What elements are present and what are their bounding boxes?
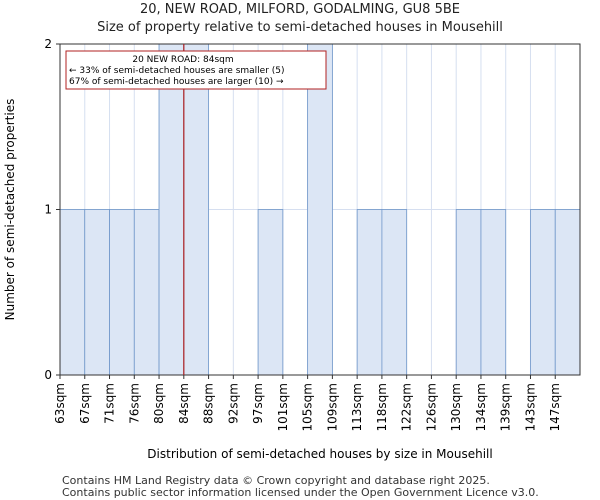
- bar-97sqm: [257, 209, 284, 376]
- annotation-box-frame: [65, 50, 327, 90]
- bar-84sqm: [183, 43, 209, 376]
- y-tick-label: 1: [44, 203, 52, 217]
- x-tick-label: 126sqm: [424, 383, 438, 431]
- x-tick-label: 109sqm: [325, 383, 339, 431]
- x-tick-label: 67sqm: [78, 383, 92, 424]
- x-ticks: 63sqm 67sqm 71sqm 76sqm 80sqm 84sqm 88sqm 92sqm…: [53, 375, 562, 431]
- x-tick-label: 63sqm: [53, 383, 67, 424]
- bar-143sqm: [530, 209, 556, 376]
- chart-subtitle: Size of property relative to semi-detach…: [97, 20, 503, 35]
- bar-76sqm: [133, 209, 160, 376]
- footer-licence: Contains public sector information licen…: [62, 486, 539, 499]
- annotation-line-3: 67% of semi-detached houses are larger (…: [69, 77, 284, 87]
- bar-67sqm: [84, 209, 110, 376]
- x-tick-label: 80sqm: [152, 383, 166, 424]
- x-tick-label: 97sqm: [251, 383, 265, 424]
- bar-134sqm: [480, 209, 507, 376]
- x-tick-label: 71sqm: [103, 383, 117, 424]
- x-tick-label: 92sqm: [226, 383, 240, 424]
- x-tick-label: 122sqm: [400, 383, 414, 431]
- x-axis-label: Distribution of semi-detached houses by …: [147, 447, 492, 461]
- y-tick-label: 0: [44, 368, 52, 382]
- x-tick-label: 147sqm: [548, 383, 562, 431]
- y-tick-label: 2: [44, 37, 52, 51]
- y-axis-label: Number of semi-detached properties: [3, 99, 17, 321]
- annotation-box: 20 NEW ROAD: 84sqm ← 33% of semi-detache…: [65, 50, 327, 90]
- x-tick-label: 88sqm: [202, 383, 216, 424]
- x-tick-label: 118sqm: [375, 383, 389, 431]
- x-tick-label: 130sqm: [449, 383, 463, 431]
- bar-105sqm: [307, 43, 333, 376]
- footer-copyright: Contains HM Land Registry data © Crown c…: [62, 474, 490, 487]
- annotation-line-1: 20 NEW ROAD: 84sqm: [132, 55, 233, 65]
- annotation-line-2: ← 33% of semi-detached houses are smalle…: [69, 66, 285, 76]
- bar-80sqm: [158, 43, 185, 376]
- bars: [59, 43, 581, 376]
- x-tick-label: 113sqm: [350, 383, 364, 431]
- x-tick-label: 105sqm: [301, 383, 315, 431]
- x-tick-label: 84sqm: [177, 383, 191, 424]
- x-tick-label: 134sqm: [474, 383, 488, 431]
- x-tick-label: 76sqm: [127, 383, 141, 424]
- x-tick-label: 101sqm: [276, 383, 290, 431]
- x-tick-label: 143sqm: [523, 383, 537, 431]
- bar-71sqm: [109, 209, 135, 376]
- bar-130sqm: [455, 209, 482, 376]
- bar-63sqm: [59, 209, 86, 376]
- y-ticks: 0 1 2: [44, 37, 60, 382]
- bar-147sqm: [554, 209, 581, 376]
- chart-title: 20, NEW ROAD, MILFORD, GODALMING, GU8 5B…: [140, 2, 460, 17]
- bar-113sqm: [356, 209, 383, 376]
- x-tick-label: 139sqm: [499, 383, 513, 431]
- bar-118sqm: [381, 209, 408, 376]
